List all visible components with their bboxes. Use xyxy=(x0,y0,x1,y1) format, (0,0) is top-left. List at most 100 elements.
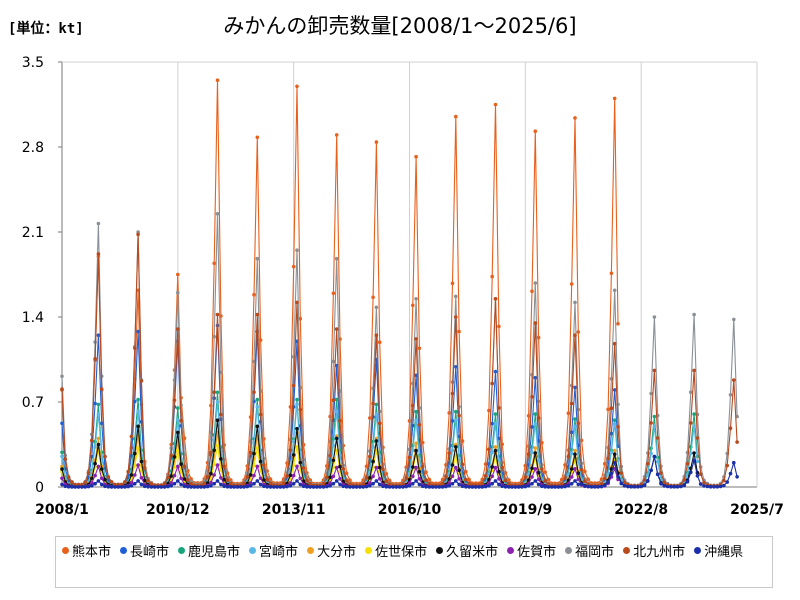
legend-item: 長崎市 xyxy=(120,540,169,561)
data-point xyxy=(493,412,498,416)
data-point xyxy=(219,476,223,480)
data-point xyxy=(215,463,220,467)
data-point xyxy=(262,478,266,482)
data-point xyxy=(172,473,177,478)
data-point xyxy=(536,335,541,340)
data-point xyxy=(698,482,703,486)
legend-swatch xyxy=(365,547,373,554)
data-point xyxy=(632,484,637,489)
data-point xyxy=(96,252,101,256)
data-point xyxy=(407,481,412,485)
data-point xyxy=(179,462,183,466)
data-point xyxy=(576,482,581,487)
data-point xyxy=(368,476,372,480)
data-point xyxy=(377,465,382,470)
data-point xyxy=(503,478,508,483)
legend-swatch xyxy=(565,547,573,554)
data-point xyxy=(708,485,713,489)
data-point xyxy=(612,288,617,293)
data-point xyxy=(123,485,127,489)
data-point xyxy=(682,478,686,482)
data-point xyxy=(464,469,468,474)
data-point xyxy=(636,484,640,489)
data-point xyxy=(83,485,87,489)
data-point xyxy=(139,419,144,424)
data-point xyxy=(414,441,418,446)
data-point xyxy=(371,481,375,486)
data-point xyxy=(411,303,415,308)
data-point xyxy=(659,471,663,475)
data-point xyxy=(83,480,87,485)
data-point xyxy=(649,421,653,425)
data-point xyxy=(414,448,418,453)
data-point xyxy=(596,485,600,489)
data-point xyxy=(301,484,306,489)
data-point xyxy=(553,485,557,489)
legend-label: 北九州市 xyxy=(633,545,686,560)
data-point xyxy=(371,445,375,449)
data-point xyxy=(411,474,415,479)
data-point xyxy=(215,443,220,448)
data-point xyxy=(116,485,121,489)
data-point xyxy=(305,478,309,483)
data-point xyxy=(344,485,349,489)
data-point xyxy=(96,333,101,338)
data-point xyxy=(248,484,253,488)
data-point xyxy=(715,485,720,489)
data-point xyxy=(414,418,418,423)
series-line xyxy=(61,234,738,487)
data-point xyxy=(536,470,541,475)
unit-label: [単位：kt] xyxy=(8,21,84,37)
data-point xyxy=(179,482,183,487)
data-point xyxy=(291,383,296,388)
data-point xyxy=(325,484,329,489)
legend-swatch xyxy=(623,547,631,554)
x-tick-label: 2019/9 xyxy=(498,502,552,518)
data-point xyxy=(162,482,167,486)
data-point xyxy=(662,484,667,488)
data-point xyxy=(487,408,491,413)
y-tick-label: 2.8 xyxy=(22,140,44,156)
data-point xyxy=(417,406,422,410)
series-福岡市 xyxy=(60,212,739,488)
data-point xyxy=(728,471,733,476)
data-point xyxy=(169,453,173,458)
data-point xyxy=(612,388,617,392)
data-point xyxy=(490,465,495,469)
data-point xyxy=(546,477,551,482)
data-point xyxy=(603,476,607,481)
data-point xyxy=(457,482,461,487)
data-point xyxy=(692,368,696,373)
data-point xyxy=(434,485,438,489)
data-point xyxy=(695,436,700,440)
data-point xyxy=(414,297,418,301)
data-point xyxy=(229,485,233,489)
data-point xyxy=(454,479,458,483)
data-point xyxy=(129,484,134,488)
data-point xyxy=(523,484,528,489)
data-point xyxy=(139,459,144,464)
data-point xyxy=(609,271,614,276)
data-point xyxy=(212,462,216,467)
data-point xyxy=(295,248,299,252)
data-point xyxy=(176,464,180,469)
data-point xyxy=(248,481,253,485)
data-point xyxy=(331,359,336,364)
data-point xyxy=(209,480,213,485)
data-point xyxy=(93,473,97,478)
data-point xyxy=(205,484,210,489)
x-tick-label: 2008/1 xyxy=(35,502,89,518)
data-point xyxy=(404,476,409,480)
data-point xyxy=(530,425,534,429)
data-point xyxy=(619,481,624,486)
data-point xyxy=(576,330,581,334)
data-point xyxy=(457,468,461,473)
data-point xyxy=(136,329,140,334)
data-point xyxy=(606,407,610,412)
data-point xyxy=(384,485,389,489)
data-point xyxy=(113,485,117,489)
data-point xyxy=(129,473,134,477)
data-point xyxy=(255,256,260,261)
data-point xyxy=(331,474,336,479)
legend: 熊本市 長崎市 鹿児島市 宮崎市 大分市 佐世保市 久留米市 佐賀市 福岡市 北九州市 沖縄県 xyxy=(55,536,773,588)
